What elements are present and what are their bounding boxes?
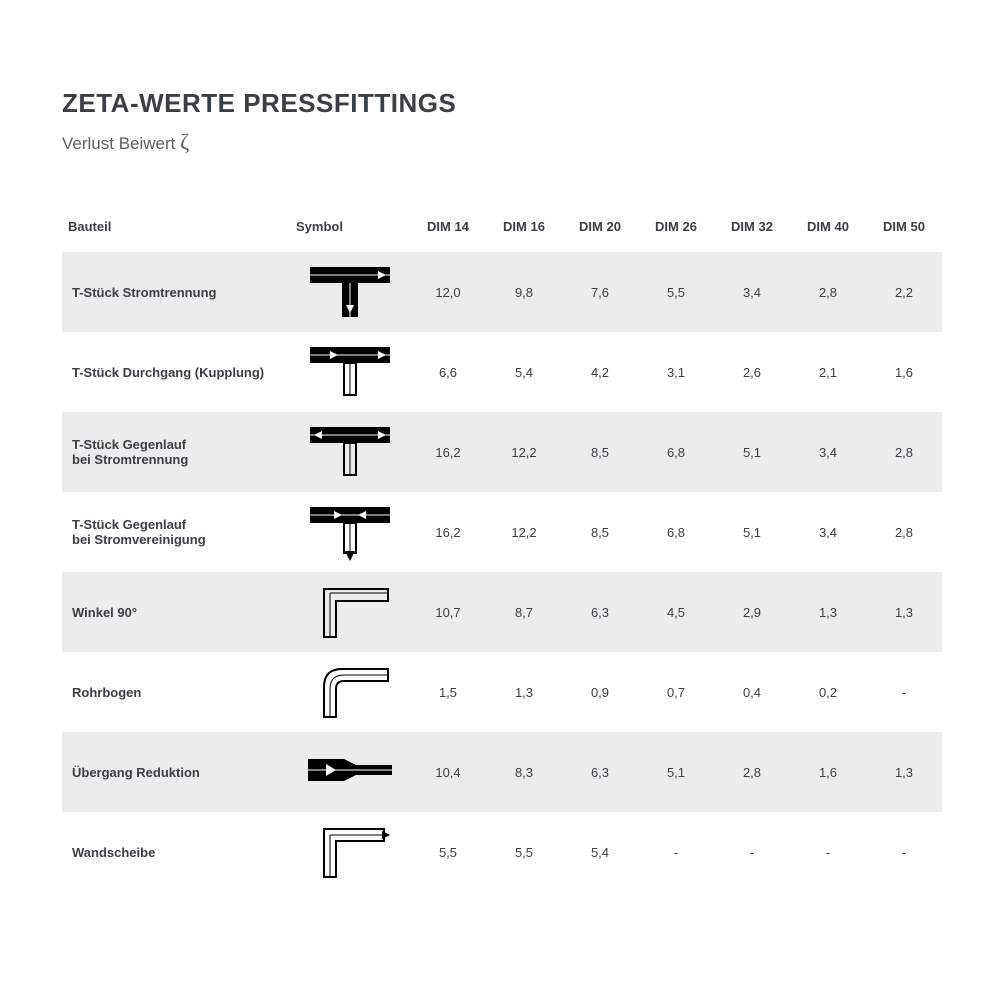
value-cell: 6,3 [562,572,638,652]
elbow-90-icon [290,572,410,652]
table-row: T-Stück Durchgang (Kupplung) 6,65,44,23,1… [62,332,942,412]
value-cell: 6,3 [562,732,638,812]
page-subtitle: Verlust Beiwert ζ [62,129,942,155]
t-split-down-icon [290,252,410,332]
value-cell: 0,9 [562,652,638,732]
col-dim: DIM 40 [790,209,866,252]
value-cell: 1,5 [410,652,486,732]
value-cell: 6,8 [638,412,714,492]
value-cell: - [714,812,790,892]
zeta-symbol: ζ [180,129,189,154]
value-cell: - [866,812,942,892]
value-cell: 8,5 [562,412,638,492]
row-label: Übergang Reduktion [62,732,290,812]
value-cell: 0,4 [714,652,790,732]
value-cell: 2,8 [866,412,942,492]
col-dim: DIM 16 [486,209,562,252]
row-label: Winkel 90° [62,572,290,652]
value-cell: 5,5 [410,812,486,892]
value-cell: 8,5 [562,492,638,572]
row-label: Rohrbogen [62,652,290,732]
row-label: T-Stück Durchgang (Kupplung) [62,332,290,412]
value-cell: 3,1 [638,332,714,412]
t-counter-join-icon [290,492,410,572]
value-cell: 8,7 [486,572,562,652]
value-cell: 7,6 [562,252,638,332]
value-cell: 6,8 [638,492,714,572]
value-cell: 2,2 [866,252,942,332]
table-row: Winkel 90°10,78,76,34,52,91,31,3 [62,572,942,652]
row-label: Wandscheibe [62,812,290,892]
value-cell: 12,2 [486,412,562,492]
value-cell: 2,9 [714,572,790,652]
table-body: T-Stück Stromtrennung12,09,87,65,53,42,8… [62,252,942,892]
value-cell: 10,7 [410,572,486,652]
table-row: Übergang Reduktion 10,48,36,35,12,81,61,3 [62,732,942,812]
value-cell: 4,5 [638,572,714,652]
value-cell: 8,3 [486,732,562,812]
value-cell: 0,2 [790,652,866,732]
value-cell: 2,6 [714,332,790,412]
value-cell: 5,5 [486,812,562,892]
col-label: Bauteil [62,209,290,252]
value-cell: 2,8 [714,732,790,812]
bend-icon [290,652,410,732]
subtitle-prefix: Verlust Beiwert [62,134,180,153]
value-cell: 1,3 [790,572,866,652]
value-cell: - [866,652,942,732]
value-cell: 10,4 [410,732,486,812]
value-cell: 12,0 [410,252,486,332]
col-symbol: Symbol [290,209,410,252]
value-cell: 12,2 [486,492,562,572]
zeta-table: Bauteil Symbol DIM 14 DIM 16 DIM 20 DIM … [62,209,942,892]
value-cell: 2,8 [790,252,866,332]
col-dim: DIM 14 [410,209,486,252]
value-cell: 2,8 [866,492,942,572]
value-cell: 6,6 [410,332,486,412]
value-cell: 3,4 [790,492,866,572]
value-cell: - [790,812,866,892]
value-cell: 5,1 [714,412,790,492]
value-cell: 1,6 [866,332,942,412]
value-cell: 4,2 [562,332,638,412]
value-cell: 16,2 [410,412,486,492]
col-dim: DIM 50 [866,209,942,252]
value-cell: 1,3 [866,732,942,812]
col-dim: DIM 32 [714,209,790,252]
value-cell: 3,4 [790,412,866,492]
t-counter-sep-icon [290,412,410,492]
value-cell: 0,7 [638,652,714,732]
value-cell: 2,1 [790,332,866,412]
row-label: T-Stück Gegenlaufbei Stromtrennung [62,412,290,492]
value-cell: 5,4 [486,332,562,412]
row-label: T-Stück Gegenlaufbei Stromvereinigung [62,492,290,572]
table-header: Bauteil Symbol DIM 14 DIM 16 DIM 20 DIM … [62,209,942,252]
value-cell: 9,8 [486,252,562,332]
value-cell: 3,4 [714,252,790,332]
col-dim: DIM 26 [638,209,714,252]
reducer-icon [290,732,410,812]
value-cell: - [638,812,714,892]
value-cell: 16,2 [410,492,486,572]
value-cell: 1,6 [790,732,866,812]
value-cell: 1,3 [866,572,942,652]
wall-plate-icon [290,812,410,892]
col-dim: DIM 20 [562,209,638,252]
row-label: T-Stück Stromtrennung [62,252,290,332]
table-row: T-Stück Gegenlaufbei Stromtrennung 16,212… [62,412,942,492]
value-cell: 5,1 [638,732,714,812]
table-row: Rohrbogen 1,51,30,90,70,40,2- [62,652,942,732]
value-cell: 5,5 [638,252,714,332]
table-row: T-Stück Stromtrennung 12,09,87,65,53,42,8… [62,252,942,332]
table-row: T-Stück Gegenlaufbei Stromvereinigung 16,… [62,492,942,572]
value-cell: 1,3 [486,652,562,732]
page-title: ZETA-WERTE PRESSFITTINGS [62,88,942,119]
value-cell: 5,4 [562,812,638,892]
table-row: Wandscheibe5,55,55,4---- [62,812,942,892]
page: ZETA-WERTE PRESSFITTINGS Verlust Beiwert… [0,0,1000,892]
value-cell: 5,1 [714,492,790,572]
t-through-icon [290,332,410,412]
